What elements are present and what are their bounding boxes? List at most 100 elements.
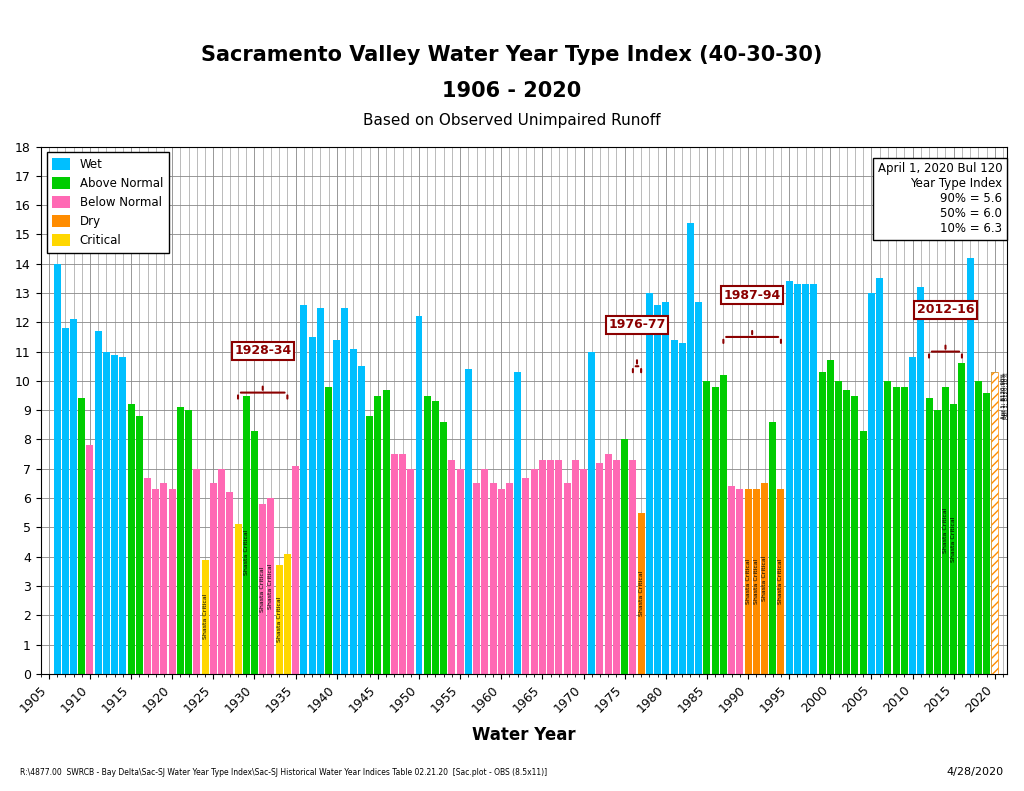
Bar — [794, 284, 801, 674]
Bar — [440, 422, 447, 674]
Bar — [333, 340, 340, 674]
Bar — [367, 416, 373, 674]
Bar — [522, 478, 529, 674]
Bar — [539, 460, 546, 674]
Bar — [885, 381, 891, 674]
Text: Shasta Critical: Shasta Critical — [268, 563, 273, 608]
Bar — [153, 490, 160, 674]
Bar — [300, 305, 307, 674]
Bar — [877, 278, 883, 674]
Bar — [194, 469, 201, 674]
Bar — [506, 483, 513, 674]
Bar — [341, 308, 348, 674]
Bar — [120, 358, 126, 674]
Bar — [852, 396, 858, 674]
Bar — [489, 483, 497, 674]
Bar — [597, 463, 603, 674]
Bar — [555, 460, 562, 674]
Bar — [136, 416, 142, 674]
Bar — [918, 287, 925, 674]
Bar — [785, 282, 793, 674]
Bar — [777, 490, 784, 674]
Text: Shasta Critical: Shasta Critical — [276, 597, 282, 642]
Bar — [580, 469, 587, 674]
Text: Shasta Critical: Shasta Critical — [754, 558, 759, 604]
Bar — [498, 490, 505, 674]
Bar — [975, 381, 982, 674]
Text: Shasta Critical: Shasta Critical — [951, 517, 956, 562]
Text: Sacramento Valley Water Year Type Index (40-30-30): Sacramento Valley Water Year Type Index … — [202, 45, 822, 66]
Bar — [687, 223, 694, 674]
Bar — [234, 524, 242, 674]
Bar — [712, 387, 719, 674]
Bar — [259, 504, 266, 674]
Bar — [177, 407, 184, 674]
Bar — [161, 483, 168, 674]
Bar — [630, 460, 636, 674]
Bar — [695, 302, 702, 674]
Bar — [728, 486, 735, 674]
Bar — [267, 498, 274, 674]
Bar — [432, 401, 439, 674]
Bar — [736, 490, 743, 674]
Bar — [112, 354, 118, 674]
Bar — [375, 396, 381, 674]
Text: Apr 1: B120:50%: Apr 1: B120:50% — [1002, 373, 1008, 418]
Bar — [308, 337, 315, 674]
Bar — [424, 396, 431, 674]
Bar — [934, 411, 941, 674]
Bar — [663, 302, 670, 674]
Bar — [226, 492, 233, 674]
Bar — [457, 469, 464, 674]
Bar — [94, 331, 101, 674]
Bar — [292, 466, 299, 674]
Bar — [383, 390, 389, 674]
Bar — [679, 343, 686, 674]
Text: 1928-34: 1928-34 — [234, 344, 292, 358]
Text: April 1, 2020 Bul 120
Year Type Index
90% = 5.6
50% = 6.0
10% = 6.3: April 1, 2020 Bul 120 Year Type Index 90… — [878, 162, 1002, 236]
Bar — [893, 387, 900, 674]
Text: Shasta Critical: Shasta Critical — [260, 566, 265, 611]
Bar — [826, 361, 834, 674]
Bar — [416, 316, 423, 674]
Text: Shasta Critical: Shasta Critical — [203, 594, 208, 639]
Text: 1976-77: 1976-77 — [608, 318, 666, 331]
Text: 1987-94: 1987-94 — [724, 289, 780, 302]
Text: Shasta Critical: Shasta Critical — [639, 570, 644, 616]
Bar — [942, 387, 949, 674]
Bar — [547, 460, 554, 674]
Bar — [753, 490, 760, 674]
Text: Apr 1: B120:90%: Apr 1: B120:90% — [1000, 373, 1006, 418]
Text: Shasta Critical: Shasta Critical — [244, 529, 249, 575]
Bar — [243, 396, 250, 674]
Bar — [646, 293, 653, 674]
Bar — [613, 460, 620, 674]
Bar — [86, 445, 93, 674]
Bar — [703, 381, 711, 674]
Bar — [218, 469, 225, 674]
Text: R:\4877.00  SWRCB - Bay Delta\Sac-SJ Water Year Type Index\Sac-SJ Historical Wat: R:\4877.00 SWRCB - Bay Delta\Sac-SJ Wate… — [20, 768, 548, 777]
Text: Shasta Critical: Shasta Critical — [778, 558, 783, 604]
Bar — [983, 392, 990, 674]
Text: 4/28/2020: 4/28/2020 — [946, 766, 1004, 777]
Bar — [473, 483, 480, 674]
Bar — [588, 351, 595, 674]
Bar — [530, 469, 538, 674]
Text: Apr 1: B120:10%: Apr 1: B120:10% — [1004, 373, 1009, 418]
Bar — [909, 358, 916, 674]
Bar — [810, 284, 817, 674]
Bar — [802, 284, 809, 674]
Text: Based on Observed Unimpaired Runoff: Based on Observed Unimpaired Runoff — [364, 113, 660, 127]
Bar — [128, 404, 134, 674]
Bar — [654, 305, 662, 674]
Bar — [991, 372, 998, 674]
Bar — [991, 372, 998, 674]
Bar — [70, 320, 77, 674]
Bar — [53, 263, 60, 674]
Bar — [316, 308, 324, 674]
Bar — [622, 440, 628, 674]
Bar — [185, 411, 193, 674]
Bar — [860, 430, 866, 674]
Bar — [761, 483, 768, 674]
Text: Shasta Critical: Shasta Critical — [943, 508, 948, 553]
